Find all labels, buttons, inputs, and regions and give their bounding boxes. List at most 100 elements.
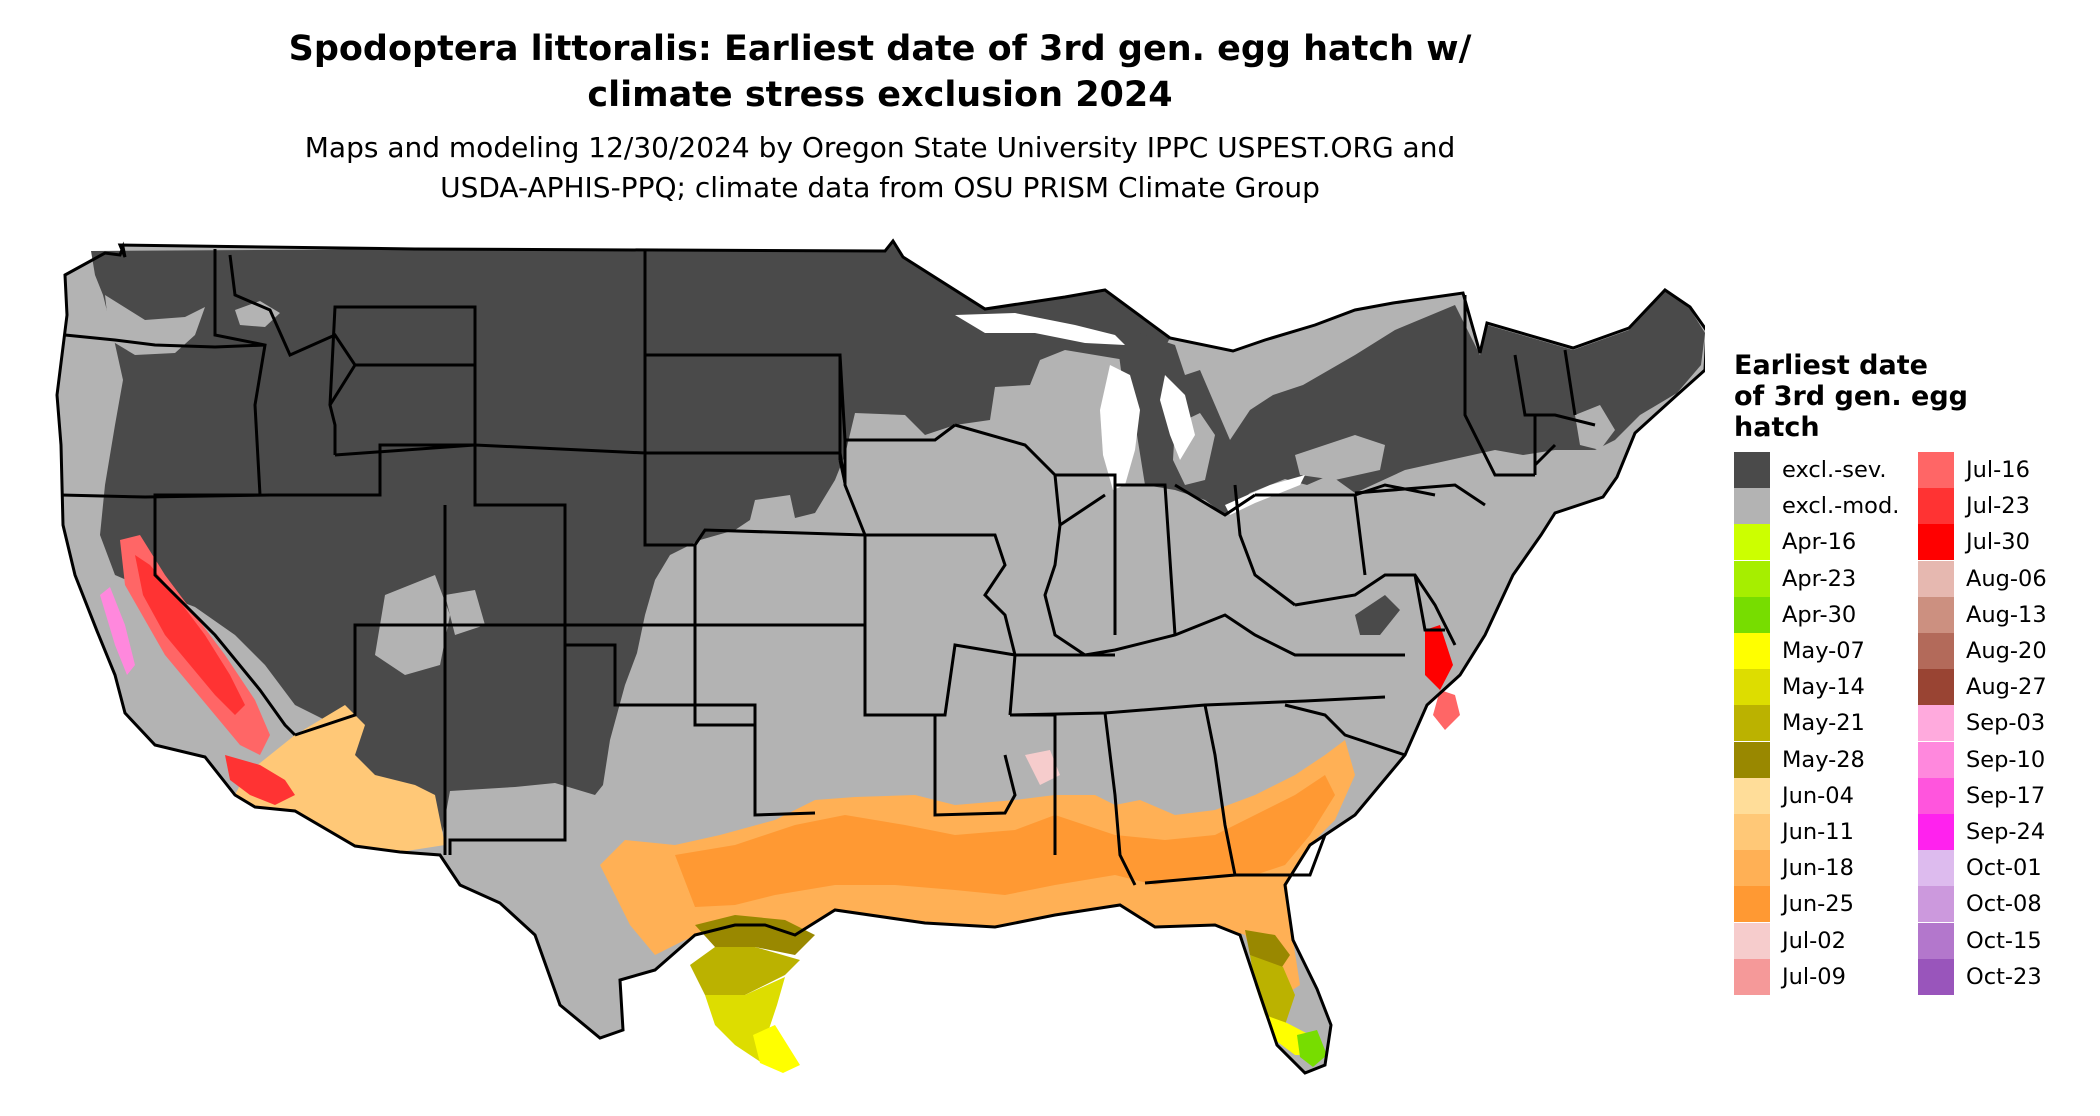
legend-label: Sep-17 — [1966, 782, 2046, 809]
legend-item: Sep-24 — [1918, 813, 2047, 850]
legend-item: Jun-25 — [1734, 886, 1899, 923]
legend-item: Jun-04 — [1734, 777, 1899, 814]
map-subtitle-line-2: USDA-APHIS-PPQ; climate data from OSU PR… — [440, 171, 1320, 204]
legend-swatch — [1918, 452, 1954, 489]
legend-label: May-14 — [1782, 674, 1865, 701]
legend-swatch — [1734, 452, 1770, 489]
legend-item: Aug-13 — [1918, 596, 2047, 633]
border-id-west — [213, 249, 267, 496]
border-wi-il-in — [954, 423, 1177, 657]
jul-south-california — [225, 755, 295, 805]
legend-column-2: Jul-16 Jul-23 Jul-30 Aug-06 Aug-13 Aug-20 Aug-… — [1918, 452, 2047, 995]
lake-huron-erie — [1160, 375, 1305, 515]
legend-label: Oct-15 — [1966, 927, 2042, 954]
map-subtitle-line-1: Maps and modeling 12/30/2024 by Oregon S… — [304, 131, 1456, 164]
legend-label: Apr-16 — [1782, 529, 1857, 556]
legend-label: Aug-20 — [1966, 638, 2047, 665]
us-outline — [55, 238, 1705, 1075]
legend-item: Oct-01 — [1918, 850, 2047, 887]
severe-northeast-region — [1115, 290, 1705, 515]
jul-02-patch-ms — [1025, 750, 1060, 785]
legend-swatch — [1734, 560, 1770, 597]
legend-swatch — [1734, 488, 1770, 525]
legend-swatch — [1734, 705, 1770, 742]
state-borders — [55, 238, 1705, 1075]
moderate-patch-ne — [1575, 405, 1615, 450]
sep-coast-california — [100, 587, 135, 675]
legend-label: May-21 — [1782, 710, 1865, 737]
legend-column-1: excl.-sev. excl.-mod. Apr-16 Apr-23 Apr-30 Ma… — [1734, 452, 1899, 995]
legend-item: Oct-15 — [1918, 922, 2047, 959]
legend-label: Jul-02 — [1782, 927, 1846, 954]
legend-item: Oct-23 — [1918, 958, 2047, 995]
border-ny-ne — [1354, 295, 1596, 507]
legend-title-line-3: hatch — [1734, 412, 1820, 443]
legend-swatch — [1918, 850, 1954, 887]
may-07-texas-tip — [753, 1025, 800, 1073]
legend-swatch — [1734, 850, 1770, 887]
legend-item: May-28 — [1734, 741, 1899, 778]
legend-label: excl.-sev. — [1782, 457, 1887, 484]
legend-item: Apr-30 — [1734, 596, 1899, 633]
legend-swatch — [1918, 488, 1954, 525]
legend-label: May-28 — [1782, 746, 1865, 773]
legend-swatch — [1918, 886, 1954, 923]
border-wa-or — [64, 333, 266, 349]
legend-label: Sep-24 — [1966, 818, 2046, 845]
legend-item: Aug-20 — [1918, 633, 2047, 670]
legend-label: Oct-23 — [1966, 963, 2042, 990]
map-subtitle: Maps and modeling 12/30/2024 by Oregon S… — [140, 128, 1620, 208]
legend-swatch — [1918, 596, 1954, 633]
border-nd-sd-ne — [474, 249, 866, 547]
apr-30-florida-tip — [1297, 1030, 1327, 1067]
border-mt-south — [355, 307, 477, 367]
legend-label: Jul-16 — [1966, 457, 2030, 484]
legend-label: Jun-11 — [1782, 818, 1854, 845]
severe-patch-appalachia — [1355, 595, 1400, 635]
map-title: Spodoptera littoralis: Earliest date of … — [140, 26, 1620, 118]
legend-item: excl.-mod. — [1734, 488, 1900, 525]
legend-swatch — [1734, 524, 1770, 561]
legend-swatch — [1918, 560, 1954, 597]
legend-item: Oct-08 — [1918, 886, 2047, 923]
border-nm-tx — [448, 625, 816, 855]
jul-red-delmarva — [1425, 625, 1453, 690]
legend-label: Aug-13 — [1966, 601, 2047, 628]
legend-label: May-07 — [1782, 638, 1865, 665]
legend-swatch — [1734, 922, 1770, 959]
legend-label: Oct-08 — [1966, 891, 2042, 918]
legend-label: Jul-09 — [1782, 963, 1846, 990]
border-delmarva — [1413, 574, 1445, 632]
border-az-nm-co — [445, 623, 697, 635]
legend-label: Apr-23 — [1782, 565, 1857, 592]
legend-swatch — [1918, 524, 1954, 561]
legend-item: Sep-10 — [1918, 741, 2047, 778]
legend-label: excl.-mod. — [1782, 493, 1900, 520]
lake-superior — [955, 313, 1125, 345]
legend-item: Apr-16 — [1734, 524, 1899, 561]
jul-16-nc-coast — [1433, 690, 1460, 730]
legend-item: Jul-16 — [1918, 452, 2047, 489]
legend-item: May-14 — [1734, 669, 1899, 706]
legend-label: Apr-30 — [1782, 601, 1857, 628]
jul-23-california-core — [135, 555, 245, 715]
legend-label: Sep-10 — [1966, 746, 2046, 773]
legend-label: Jul-23 — [1966, 493, 2030, 520]
legend-swatch — [1918, 813, 1954, 850]
border-nv-ut — [153, 493, 297, 737]
legend-item: Jul-23 — [1918, 488, 2047, 525]
severe-north-region — [91, 241, 1170, 851]
legend-swatch — [1918, 958, 1954, 995]
legend-item: Apr-23 — [1734, 560, 1899, 597]
legend-swatch — [1734, 958, 1770, 995]
map-title-line-1: Spodoptera littoralis: Earliest date of … — [288, 29, 1472, 69]
border-ks-ok — [693, 535, 867, 727]
border-oh-pa-va — [1174, 483, 1457, 646]
moderate-patch-wa — [105, 295, 280, 355]
legend-swatch — [1734, 886, 1770, 923]
legend-label: Jun-25 — [1782, 891, 1854, 918]
legend-item: Jun-11 — [1734, 813, 1899, 850]
moderate-patch-mi — [1173, 413, 1385, 485]
legend-item: Jul-09 — [1734, 958, 1899, 995]
legend-swatch — [1918, 633, 1954, 670]
